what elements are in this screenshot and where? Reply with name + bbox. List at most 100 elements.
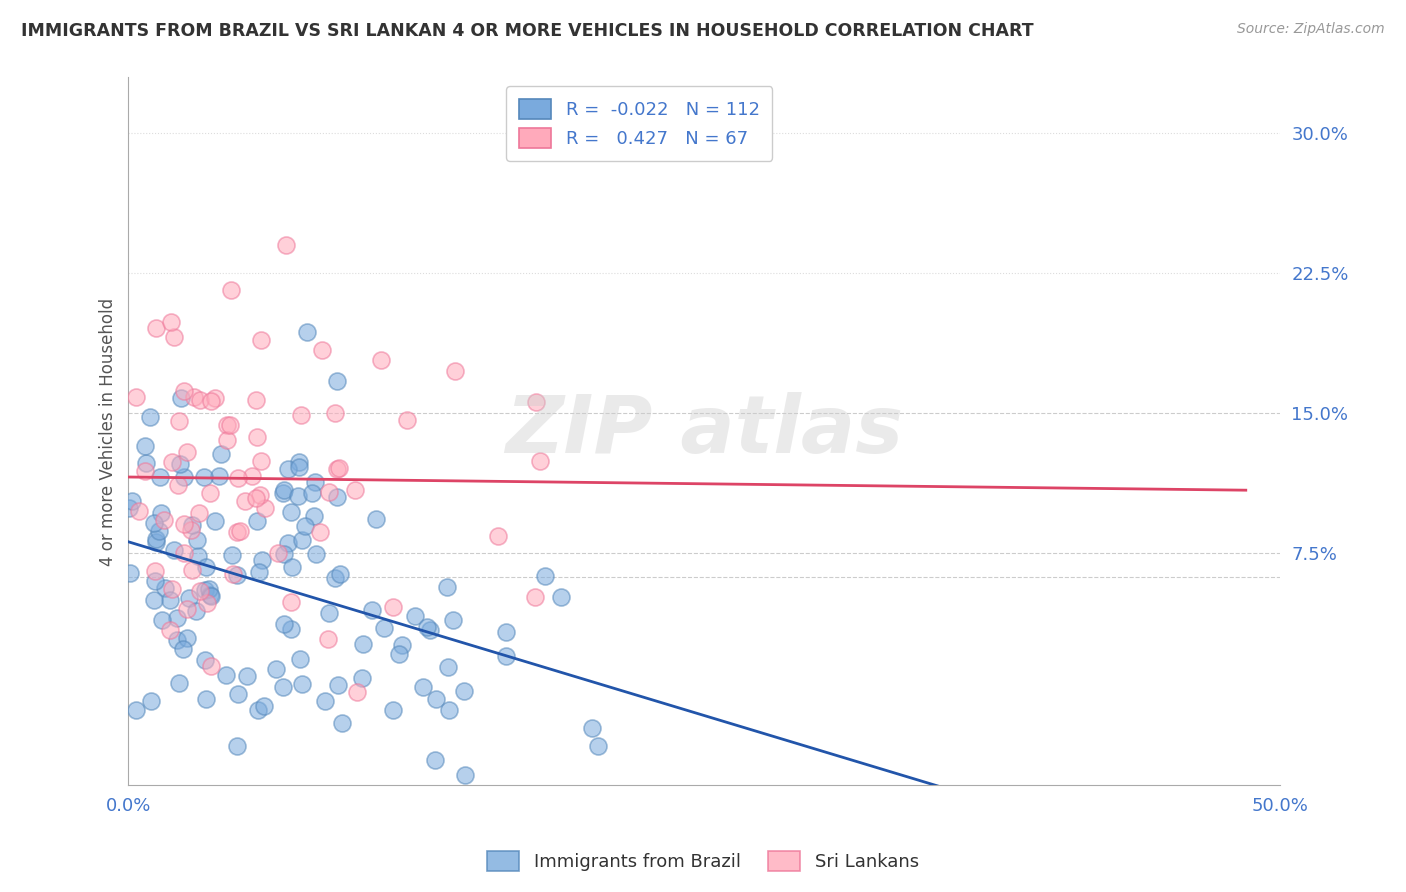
Point (277, 536, 299, 550)
Point (139, 694, 162, 708)
Point (273, 617, 295, 632)
Point (124, 391, 146, 405)
Point (121, 494, 143, 508)
Point (170, 391, 193, 405)
Point (225, 524, 247, 539)
Point (221, 283, 243, 297)
Point (316, 632, 339, 647)
Point (250, 333, 273, 347)
Point (143, 574, 166, 589)
Point (159, 592, 181, 607)
Point (149, 470, 172, 484)
Point (246, 515, 269, 529)
Point (118, 566, 141, 581)
Point (204, 514, 226, 528)
Point (534, 569, 557, 583)
Point (370, 352, 392, 367)
Point (295, 325, 318, 339)
Point (301, 486, 323, 500)
Point (166, 633, 188, 648)
Point (437, 703, 460, 717)
Point (215, 418, 238, 433)
Point (280, 622, 302, 636)
Point (454, 768, 477, 782)
Point (360, 603, 382, 617)
Point (350, 672, 373, 686)
Point (267, 546, 290, 560)
Point (311, 343, 333, 358)
Point (217, 433, 239, 447)
Point (208, 468, 231, 483)
Point (135, 456, 157, 470)
Point (326, 678, 349, 692)
Point (176, 631, 198, 645)
Point (176, 445, 198, 459)
Point (163, 542, 186, 557)
Point (169, 457, 191, 471)
Point (346, 685, 368, 699)
Point (318, 606, 340, 620)
Point (495, 648, 517, 663)
Point (194, 653, 217, 667)
Point (195, 596, 218, 610)
Point (328, 461, 350, 475)
Point (381, 703, 404, 717)
Point (315, 694, 337, 708)
Point (166, 611, 188, 625)
Point (181, 563, 204, 577)
Point (415, 620, 437, 634)
Point (305, 547, 328, 561)
Point (200, 394, 222, 409)
Point (172, 642, 194, 657)
Point (160, 582, 183, 596)
Point (221, 548, 243, 562)
Point (264, 662, 287, 676)
Point (364, 512, 387, 526)
Point (134, 464, 156, 478)
Point (209, 447, 232, 461)
Point (187, 506, 209, 520)
Point (326, 490, 349, 504)
Point (325, 461, 347, 475)
Point (323, 406, 346, 420)
Point (198, 588, 221, 602)
Point (309, 525, 332, 540)
Point (395, 413, 418, 427)
Point (219, 417, 242, 432)
Point (245, 491, 267, 506)
Legend: Immigrants from Brazil, Sri Lankans: Immigrants from Brazil, Sri Lankans (479, 844, 927, 879)
Point (391, 638, 413, 652)
Point (198, 486, 221, 500)
Point (550, 591, 572, 605)
Point (381, 600, 404, 615)
Point (148, 524, 170, 539)
Point (294, 519, 316, 533)
Point (523, 591, 546, 605)
Point (221, 566, 243, 581)
Point (273, 483, 295, 497)
Point (134, 439, 156, 453)
Text: IMMIGRANTS FROM BRAZIL VS SRI LANKAN 4 OR MORE VEHICLES IN HOUSEHOLD CORRELATION: IMMIGRANTS FROM BRAZIL VS SRI LANKAN 4 O… (21, 22, 1033, 40)
Point (226, 471, 249, 485)
Point (142, 592, 165, 607)
Point (153, 581, 176, 595)
Point (288, 459, 311, 474)
Point (149, 506, 172, 520)
Point (352, 637, 374, 651)
Point (167, 414, 190, 428)
Point (246, 430, 269, 444)
Point (195, 691, 218, 706)
Point (160, 455, 183, 469)
Point (173, 546, 195, 560)
Point (145, 535, 167, 549)
Legend: R =  -0.022   N = 112, R =   0.427   N = 67: R = -0.022 N = 112, R = 0.427 N = 67 (506, 87, 772, 161)
Point (180, 518, 202, 533)
Point (187, 549, 209, 563)
Point (326, 374, 349, 388)
Point (302, 509, 325, 524)
Point (215, 668, 238, 682)
Point (581, 721, 603, 735)
Point (437, 660, 460, 674)
Point (194, 583, 217, 598)
Point (188, 583, 211, 598)
